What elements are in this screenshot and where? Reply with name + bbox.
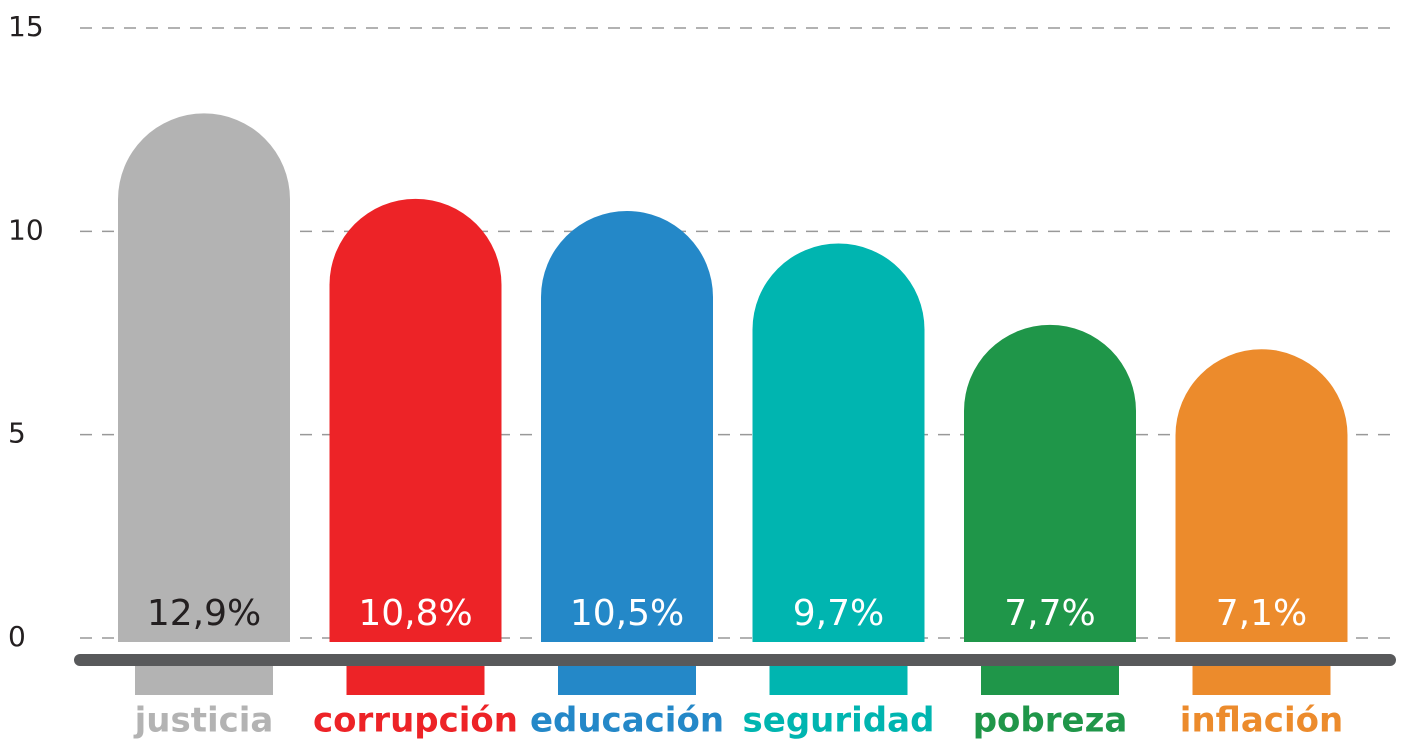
- bar: [329, 198, 502, 643]
- category-tab: [135, 664, 273, 695]
- x-tick-label: seguridad: [743, 701, 935, 741]
- y-tick-label: 10: [8, 213, 44, 246]
- value-label: 12,9%: [147, 593, 261, 634]
- y-tick-label: 0: [8, 620, 26, 653]
- value-label: 7,7%: [1004, 593, 1095, 634]
- category-tab: [981, 664, 1119, 695]
- value-label: 9,7%: [793, 593, 884, 634]
- category-tab: [1192, 664, 1331, 695]
- y-tick-label: 15: [8, 10, 44, 43]
- x-tick-label: inflación: [1180, 701, 1343, 741]
- x-tick-label: justicia: [133, 701, 274, 741]
- bar: [118, 113, 290, 643]
- bar: [541, 211, 713, 642]
- category-tab: [769, 664, 908, 695]
- value-label: 10,5%: [570, 593, 684, 634]
- category-tab: [558, 664, 696, 695]
- bar: [1175, 349, 1348, 642]
- bar: [964, 324, 1136, 642]
- category-tab: [346, 664, 485, 695]
- x-tick-label: corrupción: [313, 701, 518, 741]
- y-tick-label: 5: [8, 417, 26, 450]
- value-label: 10,8%: [358, 593, 472, 634]
- value-label: 7,1%: [1216, 593, 1307, 634]
- bar: [752, 243, 925, 642]
- x-tick-label: educación: [530, 701, 724, 741]
- x-tick-label: pobreza: [973, 701, 1128, 741]
